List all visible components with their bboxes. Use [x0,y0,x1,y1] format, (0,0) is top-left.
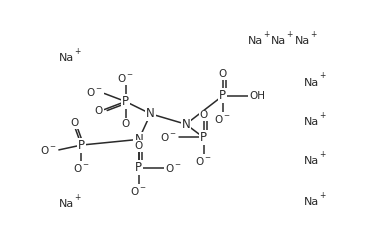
Text: N: N [135,133,143,146]
Text: +: + [319,71,325,80]
Text: +: + [74,193,81,202]
Text: O: O [122,119,130,129]
Text: O$^-$: O$^-$ [130,185,147,197]
Text: P: P [122,95,129,108]
Text: +: + [74,47,81,56]
Text: +: + [319,191,325,200]
Text: Na: Na [248,36,263,46]
Text: +: + [319,150,325,159]
Text: O: O [70,118,78,128]
Text: P: P [219,89,226,102]
Text: O$^-$: O$^-$ [40,144,57,156]
Text: O: O [135,141,143,151]
Text: +: + [319,111,325,120]
Text: O$^-$: O$^-$ [86,86,103,98]
Text: O$^-$: O$^-$ [214,113,231,125]
Text: Na: Na [304,117,319,127]
Text: O$^-$: O$^-$ [195,154,212,167]
Text: O: O [95,107,103,116]
Text: O$^-$: O$^-$ [160,132,177,143]
Text: +: + [263,30,269,39]
Text: Na: Na [295,36,310,46]
Text: OH: OH [249,91,265,101]
Text: Na: Na [271,36,287,46]
Text: O$^-$: O$^-$ [73,162,90,174]
Text: P: P [78,138,85,152]
Text: O$^-$: O$^-$ [117,73,134,84]
Text: Na: Na [59,53,74,63]
Text: +: + [287,30,293,39]
Text: Na: Na [304,156,319,166]
Text: Na: Na [59,199,74,209]
Text: O: O [200,110,208,121]
Text: +: + [310,30,317,39]
Text: N: N [182,118,190,131]
Text: Na: Na [304,197,319,207]
Text: O$^-$: O$^-$ [165,162,182,174]
Text: Na: Na [304,77,319,88]
Text: N: N [146,107,155,120]
Text: O: O [218,69,227,79]
Text: P: P [135,161,142,174]
Text: P: P [200,131,207,144]
